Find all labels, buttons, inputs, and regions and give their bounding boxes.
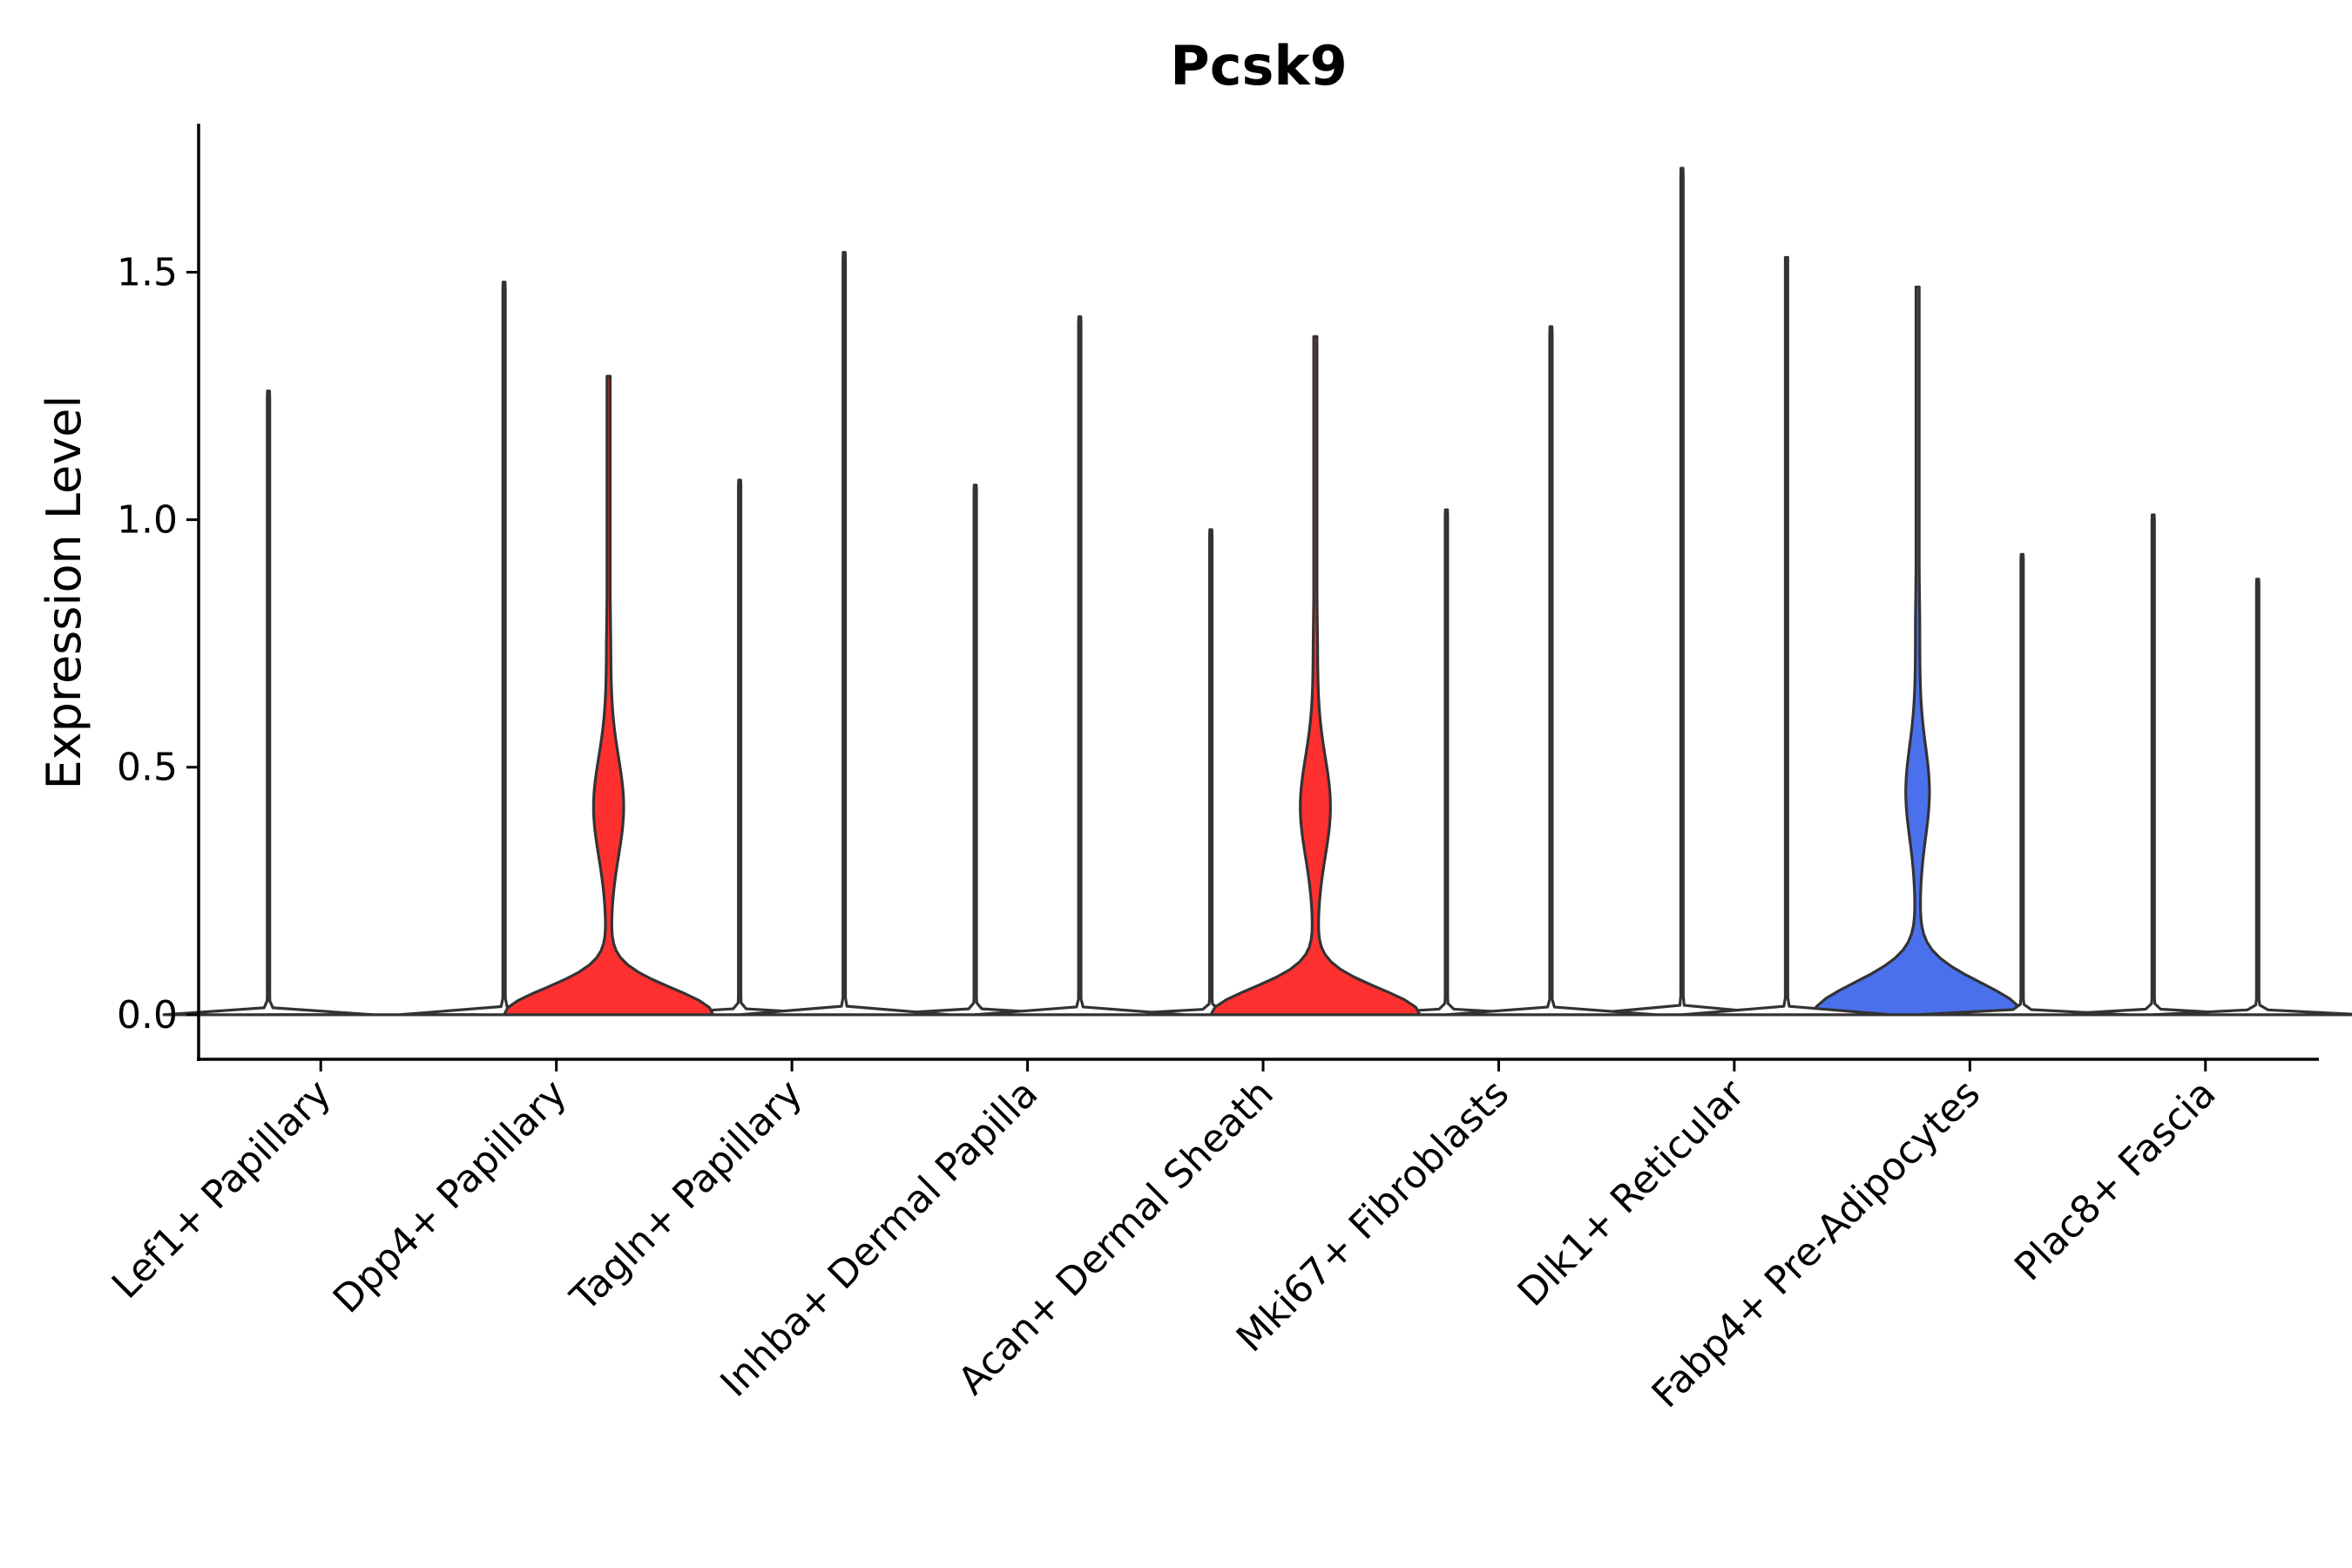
violin-9-b [2152,578,2352,1017]
x-tick-label: Plac8+ Fascia [2006,1071,2225,1290]
violin-7-b [1680,255,1893,1017]
y-tick-label: 0.0 [117,993,178,1037]
violin-2-b [503,375,715,1017]
chart-title: Pcsk9 [1170,34,1347,98]
violin-8-a [1811,285,2024,1017]
y-tick-label: 1.0 [117,498,178,543]
y-ticks: 0.0 0.5 1.0 1.5 [117,250,199,1037]
violin-3-b [738,251,950,1017]
y-tick-label: 1.5 [117,250,178,294]
violin-4-b [973,315,1186,1017]
violin-4-a [868,483,1082,1017]
y-tick-label: 0.5 [117,746,178,790]
axes [197,124,2319,1061]
x-tick-label: Tagln+ Papillary [562,1071,811,1321]
x-tick-label: Mki67+ Fibroblasts [1228,1071,1517,1361]
violin-2-a [398,280,611,1017]
x-tick-label: Dlk1+ Reticular [1510,1071,1754,1315]
x-tick-label: Dpp4+ Papillary [325,1071,576,1322]
violin-3-a [633,478,846,1017]
y-axis-label: Expression Level [37,395,91,790]
violin-layer [162,166,2352,1017]
violin-5-a [1105,528,1317,1017]
violin-1-a [162,389,375,1017]
violin-6-b [1444,325,1658,1017]
x-tick-label: Lef1+ Papillary [104,1071,340,1308]
violin-9-a [2047,513,2260,1017]
violin-8-b [1916,552,2128,1017]
violin-5-b [1209,335,1422,1017]
violin-6-a [1340,508,1553,1017]
violin-7-a [1576,166,1788,1017]
